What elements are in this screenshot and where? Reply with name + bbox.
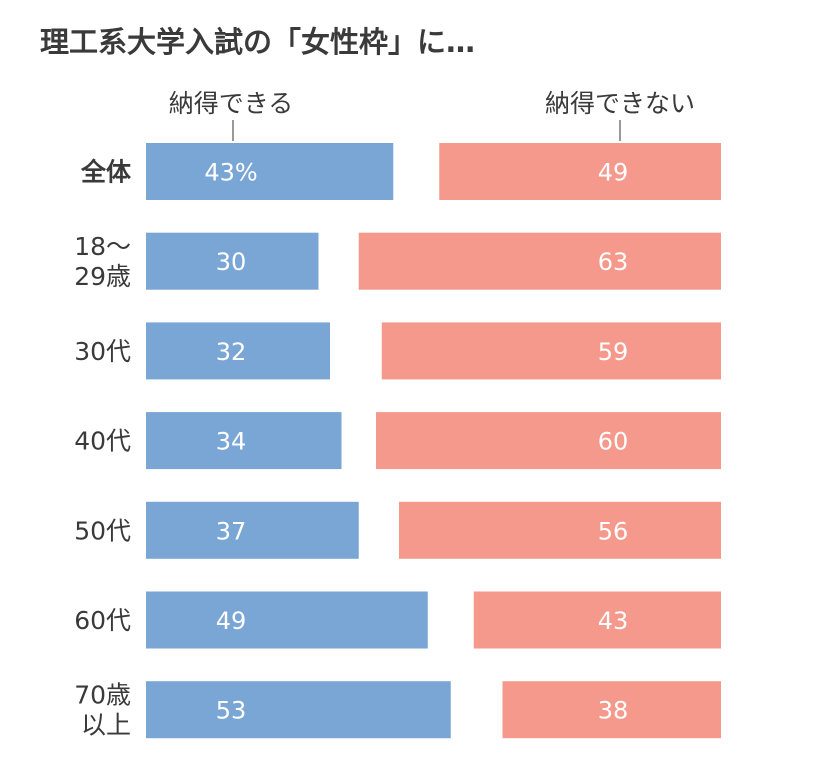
data-label-agree: 30 xyxy=(216,248,247,276)
legend-disagree-label: 納得できない xyxy=(545,89,695,118)
data-label-agree: 34 xyxy=(216,428,247,456)
category-label: 40代 xyxy=(74,427,131,456)
category-label: 以上 xyxy=(81,711,131,740)
bars: 全体 43% 49 18〜29歳 30 63 30代 32 59 40代 34 60 50代 37 56 60… xyxy=(74,143,721,740)
data-label-agree: 37 xyxy=(216,517,247,545)
data-label-agree: 49 xyxy=(216,607,247,635)
data-label-disagree: 59 xyxy=(598,338,629,366)
data-label-disagree: 63 xyxy=(598,248,629,276)
bar-disagree xyxy=(376,412,721,469)
legend-agree-label: 納得できる xyxy=(169,89,294,118)
bar-disagree xyxy=(382,322,721,379)
category-label: 70歳 xyxy=(74,681,131,710)
data-label-disagree: 38 xyxy=(598,697,629,725)
data-label-disagree: 43 xyxy=(598,607,629,635)
data-label-disagree: 56 xyxy=(598,517,629,545)
bar-disagree xyxy=(399,502,721,559)
bar-agree xyxy=(146,592,428,649)
bar-agree xyxy=(146,502,359,559)
data-label-disagree: 49 xyxy=(598,159,629,187)
category-label: 30代 xyxy=(74,337,131,366)
category-label: 29歳 xyxy=(74,262,131,291)
data-label-agree: 53 xyxy=(216,697,247,725)
category-label: 50代 xyxy=(74,516,131,545)
bar-agree xyxy=(146,143,393,200)
data-label-agree: 43% xyxy=(204,159,257,187)
category-label: 18〜 xyxy=(74,232,131,261)
data-label-agree: 32 xyxy=(216,338,247,366)
data-label-disagree: 60 xyxy=(598,428,629,456)
bar-agree xyxy=(146,681,451,738)
chart-title: 理工系大学入試の「女性枠」に… xyxy=(40,25,475,59)
category-label: 60代 xyxy=(74,606,131,635)
category-label: 全体 xyxy=(80,158,132,187)
bar-disagree xyxy=(359,233,721,290)
bar-disagree xyxy=(439,143,721,200)
